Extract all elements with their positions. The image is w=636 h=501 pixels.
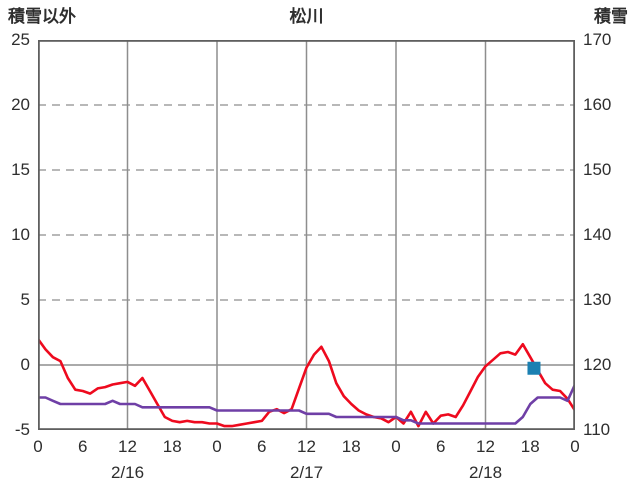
right-axis-tick-label: 150 — [583, 160, 612, 179]
x-axis-tick-label: 6 — [257, 437, 267, 456]
x-axis-tick-label: 12 — [297, 437, 316, 456]
plot-svg — [38, 40, 575, 430]
plot-border — [38, 40, 575, 430]
left-axis-tick-label: 15 — [11, 160, 30, 179]
x-axis-tick-label: 12 — [476, 437, 495, 456]
chart-title: 松川 — [289, 7, 324, 26]
right-axis-tick-label: 110 — [583, 420, 611, 439]
right-axis-tick-label: 170 — [583, 30, 612, 49]
series-line-1 — [38, 337, 575, 428]
right-axis-tick-label: 160 — [583, 95, 612, 114]
left-axis-tick-label: 5 — [20, 290, 30, 309]
x-axis-tick-label: 0 — [391, 437, 401, 456]
left-axis-tick-label: 25 — [11, 30, 30, 49]
x-axis-tick-label: 12 — [118, 437, 137, 456]
x-axis-tick-label: 18 — [341, 437, 361, 456]
right-axis-tick-label: 140 — [583, 225, 612, 244]
x-axis-tick-label: 6 — [78, 437, 88, 456]
right-axis-tick-label: 130 — [583, 290, 612, 309]
x-axis-tick-label: 0 — [33, 437, 43, 456]
left-axis-tick-label: 20 — [11, 95, 30, 114]
series-line-2 — [38, 383, 575, 425]
x-axis-tick-label: 18 — [162, 437, 182, 456]
x-axis-tick-label: 18 — [520, 437, 540, 456]
left-axis-tick-label: 0 — [20, 355, 30, 374]
right-axis-tick-label: 120 — [583, 355, 612, 374]
left-axis-title: 積雪以外 — [8, 7, 76, 26]
left-axis-tick-label: 10 — [11, 225, 30, 244]
observation-marker — [527, 361, 541, 375]
x-axis-tick-label: 0 — [570, 437, 580, 456]
x-axis-tick-label: 0 — [212, 437, 222, 456]
plot-area — [38, 40, 575, 430]
x-axis-date-label: 2/18 — [468, 463, 503, 482]
x-axis-tick-label: 6 — [436, 437, 446, 456]
x-axis-date-label: 2/17 — [289, 463, 324, 482]
right-axis-title: 積雪 — [594, 7, 628, 26]
left-axis-tick-label: -5 — [14, 420, 30, 439]
x-axis-date-label: 2/16 — [110, 463, 145, 482]
